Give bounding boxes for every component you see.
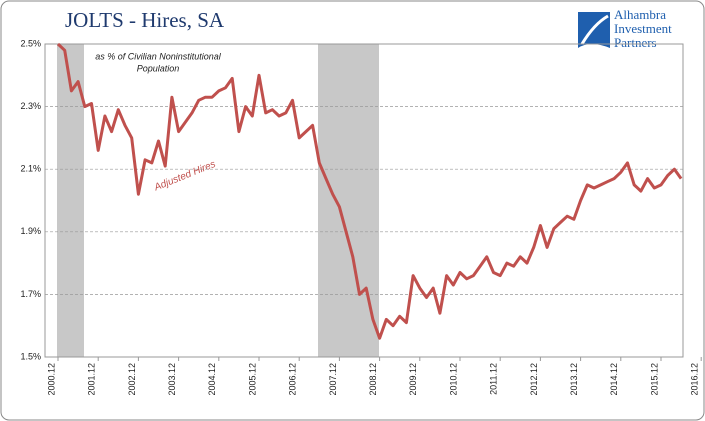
data-line xyxy=(56,42,683,340)
x-tick-label: 2002.12 xyxy=(127,363,137,396)
logo-text: Investment xyxy=(614,21,672,36)
logo-text: Partners xyxy=(614,35,657,50)
x-tick-label: 2001.12 xyxy=(87,363,97,396)
y-tick-label: 1.7% xyxy=(20,289,41,299)
x-tick-label: 2007.12 xyxy=(328,363,338,396)
x-tick-label: 2003.12 xyxy=(167,363,177,396)
y-tick-label: 2.5% xyxy=(20,38,41,48)
plot: 1.5% 1.7% 1.9% 2.1% 2.3% 2.5% 2000.12 2001.12 20… xyxy=(20,38,702,396)
logo-swoosh xyxy=(580,14,609,45)
x-tick-label: 2000.12 xyxy=(46,363,56,396)
x-tick-label: 2014.12 xyxy=(609,363,619,396)
y-tick-label: 1.5% xyxy=(20,351,41,361)
x-tick-label: 2004.12 xyxy=(207,363,217,396)
x-tick-label: 2006.12 xyxy=(288,363,298,396)
x-tick-label: 2009.12 xyxy=(408,363,418,396)
annotation: Population xyxy=(137,63,180,73)
x-tick-label: 2016.12 xyxy=(690,363,700,396)
logo-text: Alhambra xyxy=(614,7,666,22)
x-tick-label: 2005.12 xyxy=(247,363,257,396)
x-tick-label: 2010.12 xyxy=(448,363,458,396)
recession-shade xyxy=(57,44,84,357)
plot-frame xyxy=(44,43,684,358)
y-tick-label: 1.9% xyxy=(20,226,41,236)
x-tick-label: 2008.12 xyxy=(368,363,378,396)
y-tick-label: 2.3% xyxy=(20,101,41,111)
x-tick-label: 2015.12 xyxy=(649,363,659,396)
chart-title: JOLTS - Hires, SA xyxy=(65,8,225,32)
x-tick-label: 2013.12 xyxy=(569,363,579,396)
x-tick-label: 2012.12 xyxy=(529,363,539,396)
annotation: as % of Civilian Noninstitutional xyxy=(95,51,222,61)
y-tick-label: 2.1% xyxy=(20,164,41,174)
x-tick-label: 2011.12 xyxy=(489,363,499,395)
